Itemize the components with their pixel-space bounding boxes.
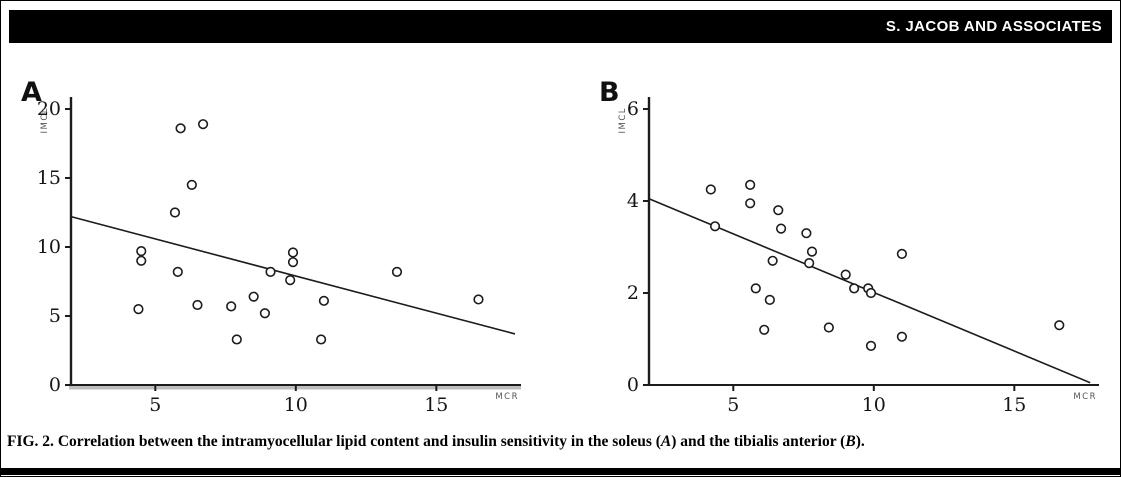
- caption-text-2: ) and the tibialis anterior (: [671, 433, 846, 450]
- svg-text:5: 5: [149, 394, 161, 416]
- panel-a: A 0 5 10 15 20 5 10 15 MCR IMCL: [13, 55, 529, 425]
- svg-text:0: 0: [49, 374, 61, 396]
- running-head: S. JACOB AND ASSOCIATES: [885, 18, 1102, 35]
- svg-text:IMCL: IMCL: [618, 107, 628, 134]
- figure-caption: FIG. 2. Correlation between the intramyo…: [7, 433, 865, 451]
- svg-text:0: 0: [627, 374, 639, 396]
- scatter-plot-soleus: 0 5 10 15 20 5 10 15 MCR IMCL: [37, 97, 521, 416]
- svg-text:10: 10: [284, 394, 308, 416]
- caption-text-3: ).: [855, 433, 865, 450]
- svg-text:6: 6: [627, 98, 639, 120]
- panel-a-label: A: [21, 77, 42, 108]
- svg-text:2: 2: [627, 282, 639, 304]
- running-head-bar: S. JACOB AND ASSOCIATES: [9, 10, 1112, 43]
- svg-text:5: 5: [49, 305, 61, 327]
- svg-text:IMCL: IMCL: [40, 107, 50, 134]
- svg-text:15: 15: [1002, 394, 1026, 416]
- scatter-plot-tibialis: 0 2 4 6 5 10 15 MCR IMCL: [618, 97, 1099, 416]
- caption-fig-label: FIG. 2.: [7, 433, 54, 450]
- caption-text-1: Correlation between the intramyocellular…: [53, 433, 661, 450]
- svg-text:MCR: MCR: [1073, 392, 1097, 402]
- svg-text:MCR: MCR: [495, 392, 519, 402]
- caption-panel-b-ref: B: [845, 433, 856, 450]
- figure-2: A 0 5 10 15 20 5 10 15 MCR IMCL B 0 2 4 6 5 10 15 MCR IMC…: [13, 55, 1107, 425]
- panel-b: B 0 2 4 6 5 10 15 MCR IMCL: [591, 55, 1107, 425]
- caption-panel-a-ref: A: [660, 433, 672, 450]
- svg-text:15: 15: [424, 394, 448, 416]
- panel-b-label: B: [599, 77, 620, 108]
- svg-text:4: 4: [627, 190, 639, 212]
- svg-text:5: 5: [727, 394, 739, 416]
- svg-text:15: 15: [37, 167, 61, 189]
- bottom-rule: [1, 468, 1120, 475]
- svg-text:20: 20: [37, 98, 61, 120]
- svg-text:10: 10: [862, 394, 886, 416]
- svg-text:10: 10: [37, 236, 61, 258]
